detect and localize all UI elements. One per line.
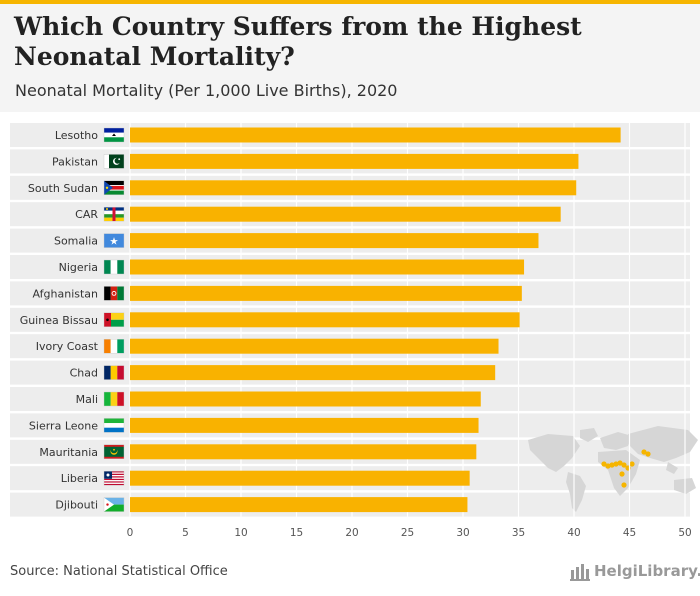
chart-subtitle: Neonatal Mortality (Per 1,000 Live Birth… xyxy=(15,81,398,100)
x-tick-label: 30 xyxy=(456,527,469,539)
bar-pakistan xyxy=(130,153,579,169)
ivory-coast-flag-icon xyxy=(103,338,125,354)
bar-south-sudan xyxy=(130,180,577,196)
bar-ivory-coast xyxy=(130,338,499,354)
category-label: Chad xyxy=(70,367,98,380)
bar-chad xyxy=(130,365,496,381)
bar-liberia xyxy=(130,470,470,486)
category-label: Guinea Bissau xyxy=(20,314,98,327)
header xyxy=(0,0,700,112)
x-tick-label: 10 xyxy=(234,527,247,539)
bar-nigeria xyxy=(130,259,525,275)
category-label: Mauritania xyxy=(39,446,98,459)
afghanistan-flag-icon xyxy=(103,286,125,301)
chad-flag-icon xyxy=(103,365,125,380)
category-label: Lesotho xyxy=(55,129,98,142)
x-tick-label: 40 xyxy=(567,527,580,539)
nigeria-flag-icon xyxy=(103,259,125,275)
bar-afghanistan xyxy=(130,285,522,301)
south-sudan-flag-icon xyxy=(103,180,125,195)
bar-sierra-leone xyxy=(130,417,479,433)
x-tick-label: 50 xyxy=(678,527,691,539)
bar-somalia xyxy=(130,233,539,249)
category-label: Afghanistan xyxy=(33,287,99,300)
bar-chart: Lesotho Pakistan South Sudan CAR Somalia Nige… xyxy=(10,123,698,539)
category-label: Nigeria xyxy=(59,261,98,274)
category-label: Somalia xyxy=(54,235,98,248)
category-label: CAR xyxy=(75,208,98,221)
bar-car xyxy=(130,206,561,222)
sierra-leone-flag-icon xyxy=(103,418,125,433)
category-label: Djibouti xyxy=(55,499,98,512)
bar-guinea-bissau xyxy=(130,312,520,328)
category-label: Ivory Coast xyxy=(36,340,99,353)
helgilibrary-logo[interactable]: HelgiLibrary. xyxy=(570,560,700,584)
accent-bar xyxy=(0,0,700,4)
library-icon xyxy=(570,564,590,581)
x-tick-label: 5 xyxy=(182,527,189,539)
mali-flag-icon xyxy=(103,391,125,407)
logo-text: HelgiLibrary. xyxy=(594,562,700,580)
guinea-bissau-flag-icon xyxy=(103,312,125,328)
bar-djibouti xyxy=(130,497,468,513)
x-tick-label: 45 xyxy=(623,527,636,539)
x-tick-label: 25 xyxy=(401,527,414,539)
category-label: Sierra Leone xyxy=(29,419,98,432)
category-label: Liberia xyxy=(61,472,98,485)
bar-lesotho xyxy=(130,127,621,143)
djibouti-flag-icon xyxy=(103,497,125,512)
x-tick-label: 0 xyxy=(127,527,134,539)
category-label: South Sudan xyxy=(28,182,98,195)
bar-mauritania xyxy=(130,444,477,460)
lesotho-flag-icon xyxy=(103,127,125,143)
bar-mali xyxy=(130,391,481,407)
mauritania-flag-icon xyxy=(103,444,125,459)
source-note: Source: National Statistical Office xyxy=(10,564,228,579)
x-tick-label: 35 xyxy=(512,527,525,539)
liberia-flag-icon xyxy=(103,471,125,486)
car-flag-icon xyxy=(103,206,125,222)
category-label: Mali xyxy=(76,393,98,406)
pakistan-flag-icon xyxy=(103,154,125,169)
x-tick-label: 15 xyxy=(290,527,303,539)
chart-title: Which Country Suffers from the Highest N… xyxy=(14,12,582,71)
somalia-flag-icon xyxy=(103,233,125,248)
category-label: Pakistan xyxy=(52,155,98,168)
x-tick-label: 20 xyxy=(345,527,358,539)
